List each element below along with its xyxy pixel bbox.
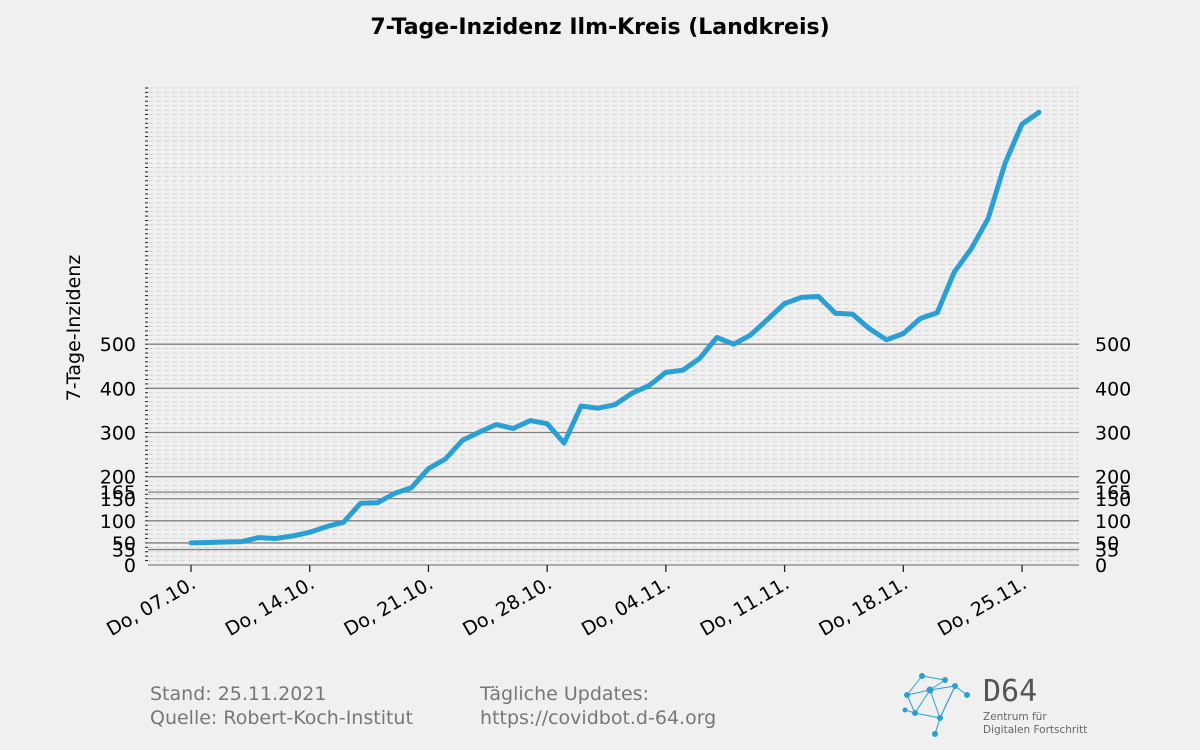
y-tick-label-right: 35 xyxy=(1095,540,1119,562)
y-tick-label-right: 100 xyxy=(1095,511,1131,533)
y-tick-label-left: 150 xyxy=(100,489,136,511)
stand-date: Stand: 25.11.2021 xyxy=(150,683,327,705)
y-tick-label-left: 100 xyxy=(100,511,136,533)
y-axis-label: 7-Tage-Inzidenz xyxy=(63,255,85,402)
updates-label: Tägliche Updates: xyxy=(480,683,649,705)
logo-name: D64 xyxy=(983,674,1037,709)
y-tick-label-left: 500 xyxy=(100,334,136,356)
y-tick-label-right: 400 xyxy=(1095,378,1131,400)
footer-source: Stand: 25.11.2021 Quelle: Robert-Koch-In… xyxy=(150,682,413,730)
y-tick-label-left: 165 xyxy=(100,482,136,504)
y-tick-label-left: 300 xyxy=(100,423,136,445)
y-tick-label-right: 165 xyxy=(1095,482,1131,504)
x-tick-label: Do, 04.11. xyxy=(578,572,675,640)
chart-title: 7-Tage-Inzidenz Ilm-Kreis (Landkreis) xyxy=(370,15,829,40)
x-tick-label: Do, 07.10. xyxy=(103,572,200,640)
y-tick-label-left: 200 xyxy=(100,467,136,489)
y-tick-label-right: 0 xyxy=(1095,555,1107,577)
x-tick-label: Do, 11.11. xyxy=(697,572,794,640)
incidence-line xyxy=(188,109,1042,546)
network-icon xyxy=(902,673,970,737)
grid xyxy=(145,87,1079,566)
y-tick-label-left: 400 xyxy=(100,378,136,400)
footer-updates: Tägliche Updates: https://covidbot.d-64.… xyxy=(480,682,716,730)
y-tick-label-left: 0 xyxy=(124,555,136,577)
x-tick-label: Do, 25.11. xyxy=(934,572,1031,640)
y-tick-label-right: 500 xyxy=(1095,334,1131,356)
x-tick-label: Do, 18.11. xyxy=(815,572,912,640)
logo-line1: Zentrum für xyxy=(983,711,1047,723)
x-ticks: Do, 07.10. Do, 14.10. Do, 21.10. Do, 28.10.… xyxy=(103,565,1031,641)
series-layer xyxy=(188,109,1042,546)
y-tick-label-right: 150 xyxy=(1095,489,1131,511)
y-tick-label-right: 50 xyxy=(1095,533,1119,555)
y-tick-label-left: 35 xyxy=(112,540,136,562)
y-tick-label-right: 200 xyxy=(1095,467,1131,489)
data-source: Quelle: Robert-Koch-Institut xyxy=(150,707,413,729)
y-tick-label-right: 300 xyxy=(1095,423,1131,445)
d64-logo: D64 Zentrum für Digitalen Fortschritt xyxy=(902,673,1087,737)
updates-url[interactable]: https://covidbot.d-64.org xyxy=(480,707,717,729)
x-tick-label: Do, 28.10. xyxy=(459,572,556,640)
x-tick-label: Do, 14.10. xyxy=(222,572,319,640)
x-tick-label: Do, 21.10. xyxy=(340,572,437,640)
logo-line2: Digitalen Fortschritt xyxy=(983,724,1087,736)
incidence-chart: 7-Tage-Inzidenz Ilm-Kreis (Landkreis) 7-… xyxy=(63,15,1132,641)
y-tick-label-left: 50 xyxy=(112,533,136,555)
